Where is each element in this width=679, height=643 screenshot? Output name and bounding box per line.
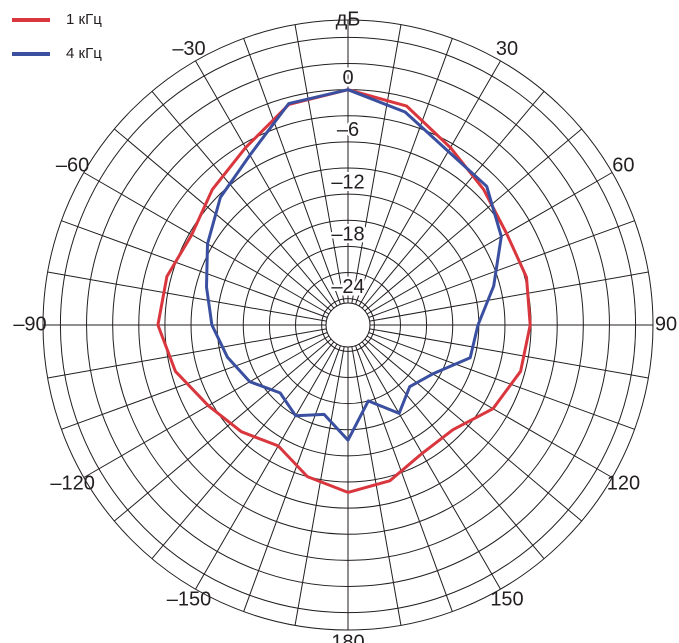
spoke — [195, 343, 338, 590]
theta-tick-label: –60 — [56, 154, 89, 176]
grid-ring — [86, 63, 610, 587]
spoke — [366, 335, 613, 478]
spoke — [151, 341, 335, 559]
grid-ring — [138, 115, 558, 535]
legend-label: 4 кГц — [66, 45, 102, 62]
chart-title: дБ — [336, 8, 361, 30]
spoke — [114, 338, 332, 522]
theta-tick-label: 180 — [331, 631, 364, 643]
spoke — [355, 345, 453, 612]
theta-tick-label: 30 — [496, 38, 518, 60]
theta-tick-label: 60 — [612, 154, 634, 176]
spoke — [361, 91, 545, 309]
spoke — [369, 328, 649, 379]
r-tick-label: –24 — [331, 276, 364, 298]
spoke — [195, 60, 338, 307]
spoke — [151, 91, 335, 309]
theta-tick-label: 90 — [655, 313, 677, 335]
spoke — [243, 345, 341, 612]
grid-ring — [295, 272, 401, 378]
spoke — [368, 332, 635, 430]
spoke — [358, 60, 501, 307]
spoke — [47, 328, 327, 379]
spoke — [364, 128, 582, 312]
theta-tick-label: 150 — [490, 589, 523, 611]
spoke — [294, 24, 345, 304]
spoke — [61, 332, 328, 430]
grid-ring — [268, 245, 428, 405]
legend-label: 1 кГц — [66, 11, 102, 28]
spoke — [294, 346, 345, 626]
series-line — [205, 88, 503, 442]
spoke — [47, 271, 327, 322]
spoke — [358, 343, 501, 590]
spoke — [243, 38, 341, 305]
grid-ring — [242, 219, 454, 431]
spoke — [364, 338, 582, 522]
r-tick-label: –18 — [331, 224, 364, 246]
spoke — [366, 172, 613, 315]
r-tick-label: 0 — [342, 67, 353, 89]
grid-ring — [321, 298, 375, 352]
spoke — [61, 220, 328, 318]
theta-tick-label: –90 — [13, 313, 46, 335]
theta-tick-label: 120 — [607, 472, 640, 494]
grid-ring — [190, 167, 506, 483]
spoke — [369, 271, 649, 322]
spoke — [114, 128, 332, 312]
spoke — [351, 24, 402, 304]
theta-tick-label: –150 — [167, 589, 212, 611]
theta-tick-label: –30 — [172, 38, 205, 60]
r-tick-label: –6 — [337, 119, 359, 141]
spoke — [83, 335, 330, 478]
spoke — [368, 220, 635, 318]
grid-ring — [59, 36, 637, 614]
spoke — [361, 341, 545, 559]
theta-tick-label: –120 — [50, 472, 95, 494]
inner-circle — [325, 302, 371, 348]
spoke — [355, 38, 453, 305]
r-tick-label: –12 — [331, 171, 364, 193]
